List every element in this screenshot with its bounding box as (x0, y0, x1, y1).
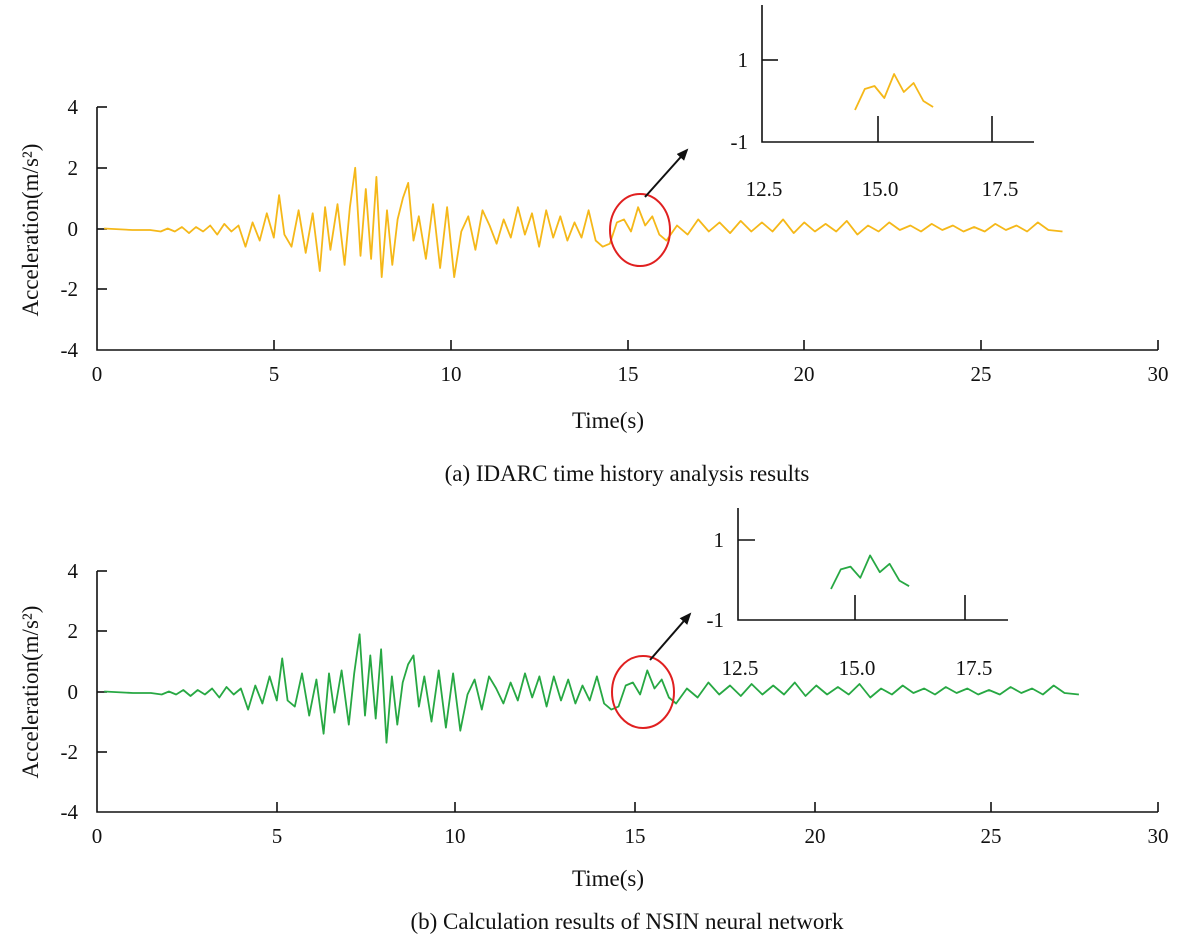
panel-a-x-tick-labels: 0 5 10 15 20 25 30 (92, 362, 1169, 386)
panel-a-ticks (97, 106, 1159, 350)
panel-a-y-axis-label: Acceleration(m/s²) (18, 144, 43, 317)
y-tick-label: 4 (68, 559, 79, 583)
x-tick-label: 15 (618, 362, 639, 386)
x-tick-label: 30 (1148, 362, 1169, 386)
panel-b-inset: 1 -1 12.5 15.0 17.5 (707, 508, 1008, 680)
y-tick-label: 0 (68, 680, 79, 704)
panel-b-zoom-circle (611, 655, 675, 729)
x-tick-label: 0 (92, 362, 103, 386)
panel-a-x-axis-label: Time(s) (572, 408, 644, 433)
panel-b-y-tick-labels: 4 2 0 -2 -4 (61, 559, 79, 824)
panel-b-ticks (97, 570, 1159, 812)
y-tick-label: 2 (68, 619, 79, 643)
panel-a-inset: 1 -1 12.5 15.0 17.5 (731, 5, 1034, 201)
panel-b-x-tick-labels: 0 5 10 15 20 25 30 (92, 824, 1169, 848)
y-tick-label: -2 (61, 277, 79, 301)
x-tick-label: 15 (625, 824, 646, 848)
y-tick-label: 0 (68, 217, 79, 241)
panel-a-zoom-circle (609, 193, 671, 267)
panel-b: 4 2 0 -2 -4 0 5 10 15 20 25 30 Time(s) A… (18, 508, 1169, 934)
y-tick-label: -4 (61, 800, 79, 824)
panel-b-y-axis-label: Acceleration(m/s²) (18, 606, 43, 779)
x-tick-label: 20 (794, 362, 815, 386)
inset-x-tick-label: 17.5 (956, 656, 993, 680)
y-tick-label: -2 (61, 740, 79, 764)
panel-b-caption: (b) Calculation results of NSIN neural n… (410, 909, 844, 934)
x-tick-label: 0 (92, 824, 103, 848)
x-tick-label: 10 (445, 824, 466, 848)
panel-a-axes (96, 107, 1158, 351)
y-tick-label: 2 (68, 156, 79, 180)
inset-y-tick-label: -1 (707, 608, 725, 632)
inset-x-tick-label: 12.5 (722, 656, 759, 680)
x-tick-label: 20 (805, 824, 826, 848)
inset-x-tick-label: 12.5 (746, 177, 783, 201)
inset-x-tick-label: 17.5 (982, 177, 1019, 201)
panel-a-zoom-arrow (644, 148, 689, 198)
inset-y-tick-label: 1 (738, 48, 749, 72)
y-tick-label: -4 (61, 338, 79, 362)
inset-y-tick-label: 1 (714, 528, 725, 552)
panel-b-x-axis-label: Time(s) (572, 866, 644, 891)
panel-a-series-line (104, 166, 1063, 278)
x-tick-label: 5 (272, 824, 283, 848)
inset-x-tick-label: 15.0 (862, 177, 899, 201)
x-tick-label: 10 (441, 362, 462, 386)
panel-b-inset-line (830, 554, 910, 590)
y-tick-label: 4 (68, 95, 79, 119)
panel-b-zoom-arrow (649, 612, 692, 661)
panel-b-inset-axes (737, 508, 1008, 621)
inset-x-tick-label: 15.0 (839, 656, 876, 680)
x-tick-label: 5 (269, 362, 280, 386)
x-tick-label: 30 (1148, 824, 1169, 848)
panel-b-series-line (104, 633, 1079, 744)
panel-a: 4 2 0 -2 -4 0 5 10 15 20 25 30 Time(s) A… (18, 5, 1169, 486)
panel-b-axes (96, 571, 1158, 813)
inset-y-tick-label: -1 (731, 130, 749, 154)
panel-a-caption: (a) IDARC time history analysis results (445, 461, 810, 486)
panel-a-inset-line (854, 73, 934, 111)
panel-a-y-tick-labels: 4 2 0 -2 -4 (61, 95, 79, 362)
x-tick-label: 25 (971, 362, 992, 386)
panel-a-inset-axes (761, 5, 1034, 143)
x-tick-label: 25 (981, 824, 1002, 848)
